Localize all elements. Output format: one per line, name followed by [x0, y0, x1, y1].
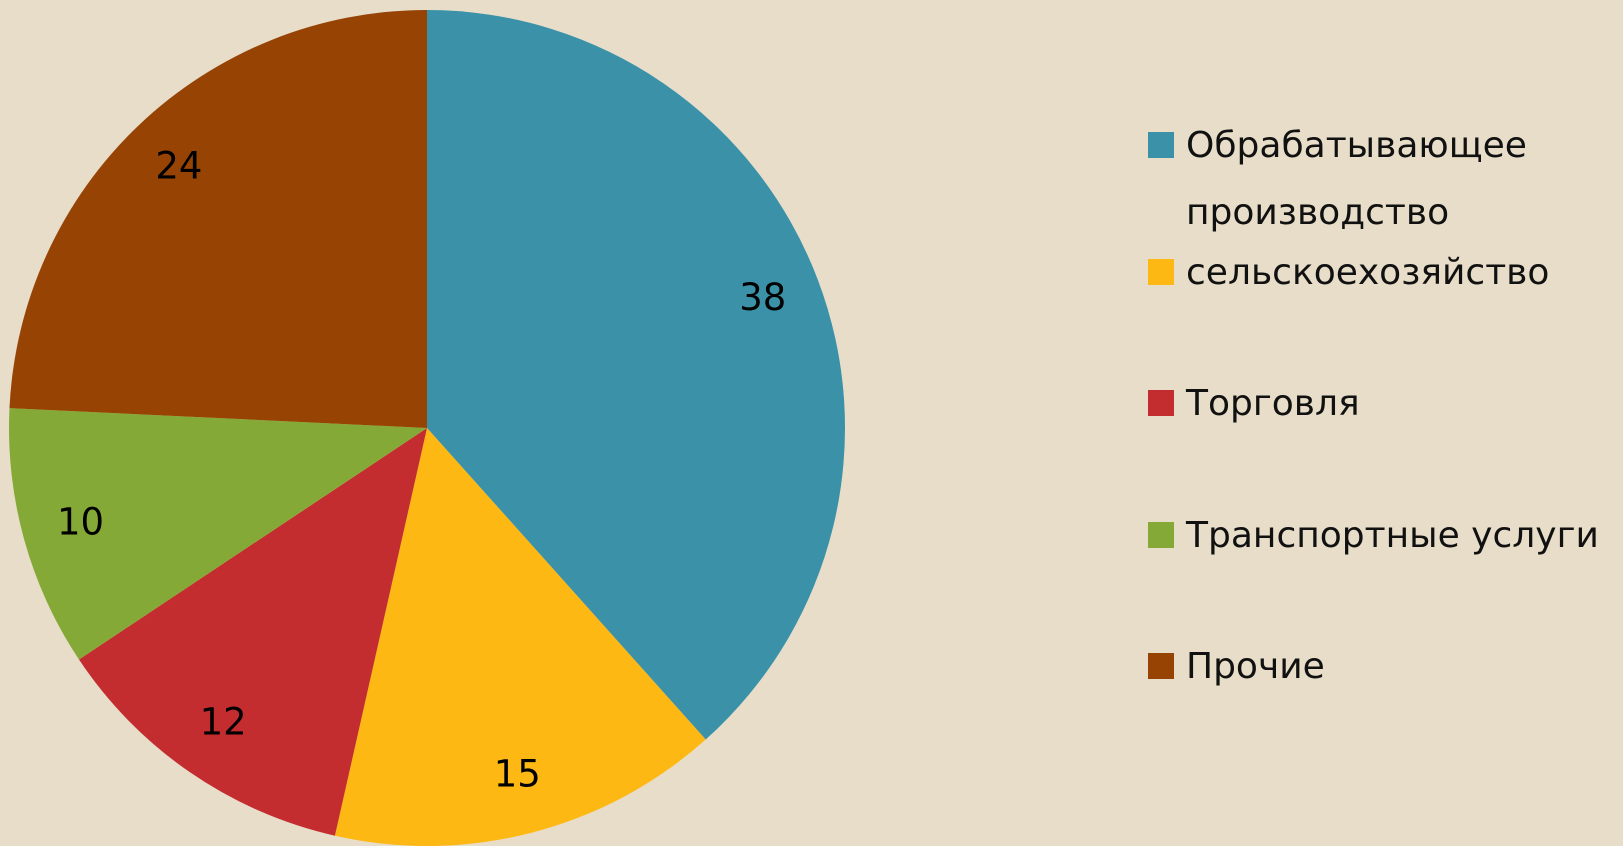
data-label: 15 [494, 752, 541, 795]
pie-slice [427, 10, 846, 740]
data-label: 38 [739, 276, 786, 319]
legend-item: Транспортные услуги [1148, 502, 1618, 569]
legend-swatch [1148, 132, 1174, 158]
legend-swatch [1148, 259, 1174, 285]
pie-slice [9, 10, 428, 428]
legend-swatch [1148, 390, 1174, 416]
legend-label: Прочие [1186, 646, 1325, 687]
legend-item: Прочие [1148, 633, 1618, 700]
data-label: 10 [57, 500, 104, 543]
legend-label: Транспортные услуги [1186, 515, 1599, 556]
data-label: 12 [200, 701, 247, 744]
legend-swatch [1148, 522, 1174, 548]
legend-swatch [1148, 653, 1174, 679]
legend-label: Обрабатывающее производство [1186, 125, 1527, 233]
legend-label: Торговля [1186, 383, 1360, 424]
legend-label: сельскоехозяйство [1186, 252, 1550, 293]
pie-slice [9, 408, 427, 660]
legend-item: Торговля [1148, 370, 1618, 437]
pie-slice [334, 428, 706, 846]
legend-item: Обрабатывающее производство [1148, 112, 1618, 246]
data-label: 24 [155, 144, 202, 187]
legend-item: сельскоехозяйство [1148, 239, 1618, 306]
pie-slice [78, 428, 427, 836]
